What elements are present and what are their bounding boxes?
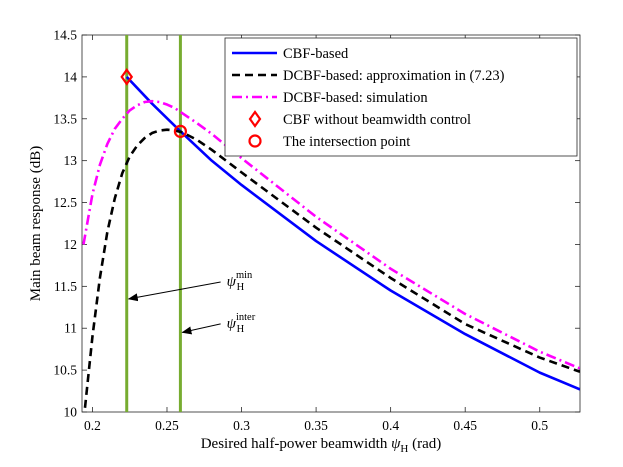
series-line-1 [125, 75, 580, 391]
y-axis-label: Main beam response (dB) [28, 146, 44, 301]
series-line-2 [83, 128, 580, 408]
y-tick-label: 13 [64, 153, 78, 168]
y-tick-label: 12 [64, 237, 78, 252]
legend-label-5: The intersection point [283, 134, 410, 150]
x-tick-label: 0.45 [453, 418, 477, 433]
y-tick-label: 10 [64, 405, 78, 420]
annotation-arrow-1 [127, 281, 221, 302]
x-tick-label: 0.2 [84, 418, 101, 433]
y-tick-label: 11 [64, 321, 77, 336]
y-tick-label: 13.5 [53, 111, 77, 126]
legend-label-2: DCBF-based: approximation in (7.23) [283, 68, 505, 84]
x-tick-label: 0.25 [155, 418, 179, 433]
legend-label-1: CBF-based [283, 46, 349, 62]
legend-label-4: CBF without beamwidth control [283, 112, 471, 128]
annotation-label-1: ψmin H [227, 270, 253, 293]
legend-swatch-5 [248, 134, 262, 148]
x-tick-label: 0.35 [304, 418, 328, 433]
x-tick-label: 0.3 [233, 418, 250, 433]
y-tick-label: 12.5 [53, 195, 77, 210]
y-tick-label: 14 [64, 69, 78, 84]
y-tick-label: 11.5 [54, 279, 77, 294]
marker-diamond [120, 67, 134, 86]
series-group [82, 75, 580, 408]
series-line-3 [82, 99, 580, 370]
x-axis-label: Desired half-power beamwidth ψH (rad) [201, 436, 442, 455]
legend-swatch-4 [248, 110, 262, 128]
x-tick-label: 0.5 [531, 418, 548, 433]
plot-frame [81, 34, 581, 413]
marker-circle [173, 124, 188, 138]
annotation-label-2: ψinter H [227, 312, 256, 335]
y-tick-label: 14.5 [53, 28, 77, 43]
legend-box [224, 37, 578, 157]
x-tick-label: 0.4 [382, 418, 399, 433]
y-tick-label: 10.5 [53, 363, 77, 378]
legend-label-3: DCBF-based: simulation [283, 90, 428, 106]
annotation-arrow-2 [181, 323, 221, 335]
